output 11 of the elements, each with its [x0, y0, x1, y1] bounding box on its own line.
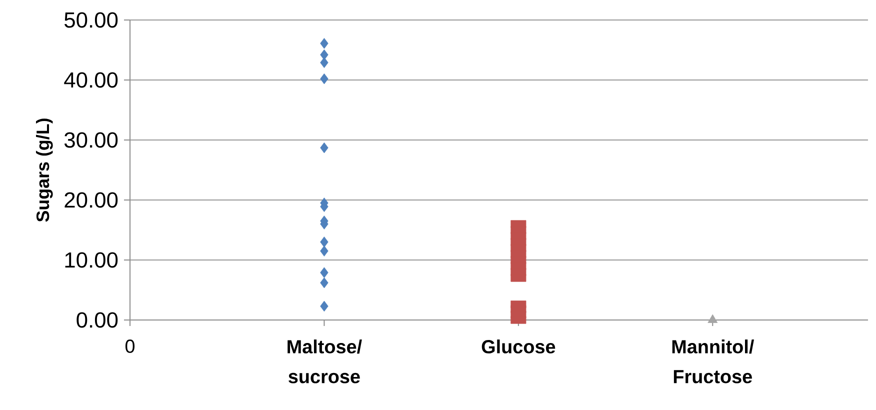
y-tick-label: 30.00 — [64, 132, 118, 148]
y-tick-label: 10.00 — [65, 252, 118, 268]
y-tick-label: 20.00 — [64, 192, 118, 208]
y-axis-title: Sugars (g/L) — [36, 118, 53, 222]
x-tick-label: 0 — [125, 340, 135, 353]
y-tick-label: 50.00 — [64, 12, 118, 28]
x-tick-label: Mannitol/ Fructose — [672, 340, 754, 384]
x-tick-label: Glucose — [482, 340, 556, 354]
x-tick-label: Maltose/ sucrose — [288, 340, 362, 384]
y-tick-label: 0.00 — [76, 312, 118, 328]
y-tick-label: 40.00 — [64, 72, 118, 88]
